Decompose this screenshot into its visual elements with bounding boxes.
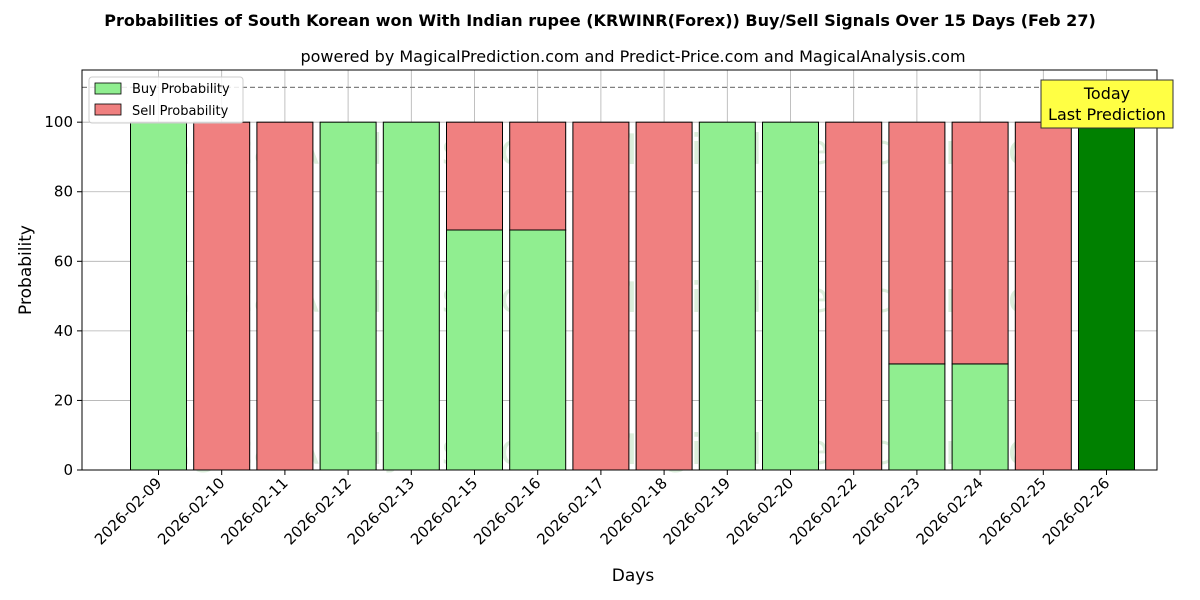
bar-buy-2026-02-26 [1078, 121, 1135, 471]
legend-swatch-buy [94, 82, 122, 95]
legend-swatch-sell [94, 103, 122, 116]
x-tick-label-10: 2026-02-20 [723, 474, 797, 548]
bar-sell-2026-02-25 [1014, 121, 1072, 471]
bar-buy-2026-02-20 [762, 121, 819, 471]
today-annotation: Today Last Prediction [1040, 79, 1174, 129]
y-axis-label: Probability [16, 225, 36, 315]
bar-sell-2026-02-22 [825, 121, 883, 471]
bar-sell-2026-02-15 [446, 121, 503, 231]
legend-box [88, 76, 244, 124]
y-tick-label-0: 0 [63, 461, 73, 479]
x-tick-label-2: 2026-02-11 [217, 474, 291, 548]
y-tick-label-4: 80 [54, 183, 73, 201]
x-tick-label-14: 2026-02-25 [976, 474, 1050, 548]
bar-sell-2026-02-10 [193, 121, 251, 471]
bar-buy-2026-02-24 [951, 363, 1009, 471]
bar-buy-2026-02-13 [382, 121, 440, 471]
bar-sell-2026-02-23 [888, 121, 946, 365]
bar-sell-2026-02-17 [572, 121, 630, 471]
chart-subtitle: powered by MagicalPrediction.com and Pre… [300, 47, 965, 66]
bar-buy-2026-02-12 [319, 121, 377, 471]
bar-sell-2026-02-18 [635, 121, 693, 471]
x-ticks: 2026-02-092026-02-102026-02-112026-02-12… [91, 470, 1113, 548]
bar-buy-2026-02-09 [130, 121, 187, 471]
y-tick-label-5: 100 [44, 113, 73, 131]
x-tick-label-9: 2026-02-19 [660, 474, 734, 548]
plot-frame [81, 69, 1158, 471]
x-tick-label-4: 2026-02-13 [344, 474, 418, 548]
y-tick-label-2: 40 [54, 322, 73, 340]
x-axis-label: Days [612, 566, 655, 586]
x-tick-label-8: 2026-02-18 [597, 474, 671, 548]
bar-buy-2026-02-23 [888, 363, 946, 471]
bar-sell-2026-02-11 [256, 121, 314, 471]
legend-label-sell: Sell Probability [132, 104, 229, 119]
annotation-line2: Last Prediction [1048, 105, 1166, 124]
x-tick-label-1: 2026-02-10 [154, 474, 228, 548]
x-tick-label-13: 2026-02-24 [913, 474, 987, 548]
x-tick-label-6: 2026-02-16 [470, 474, 544, 548]
legend-label-buy: Buy Probability [132, 82, 230, 97]
bar-buy-2026-02-16 [509, 229, 567, 471]
y-tick-label-1: 20 [54, 391, 73, 409]
annotation-line1: Today [1083, 84, 1130, 103]
y-tick-label-3: 60 [54, 252, 73, 270]
bar-sell-2026-02-24 [951, 121, 1009, 365]
x-tick-label-3: 2026-02-12 [281, 474, 355, 548]
chart-title: Probabilities of South Korean won With I… [104, 11, 1096, 30]
y-ticks: 0 20 40 60 80 100 [44, 113, 82, 479]
x-tick-label-15: 2026-02-26 [1039, 474, 1113, 548]
x-tick-label-7: 2026-02-17 [533, 474, 607, 548]
x-tick-label-12: 2026-02-23 [849, 474, 923, 548]
bar-buy-2026-02-19 [698, 121, 756, 471]
x-tick-label-5: 2026-02-15 [407, 474, 481, 548]
legend: Buy Probability Sell Probability [88, 76, 244, 124]
annotation-box [1040, 79, 1174, 129]
x-tick-label-0: 2026-02-09 [91, 474, 165, 548]
bars [130, 121, 1135, 471]
bar-sell-2026-02-16 [509, 121, 567, 231]
bar-buy-2026-02-15 [446, 229, 503, 471]
x-tick-label-11: 2026-02-22 [786, 474, 860, 548]
